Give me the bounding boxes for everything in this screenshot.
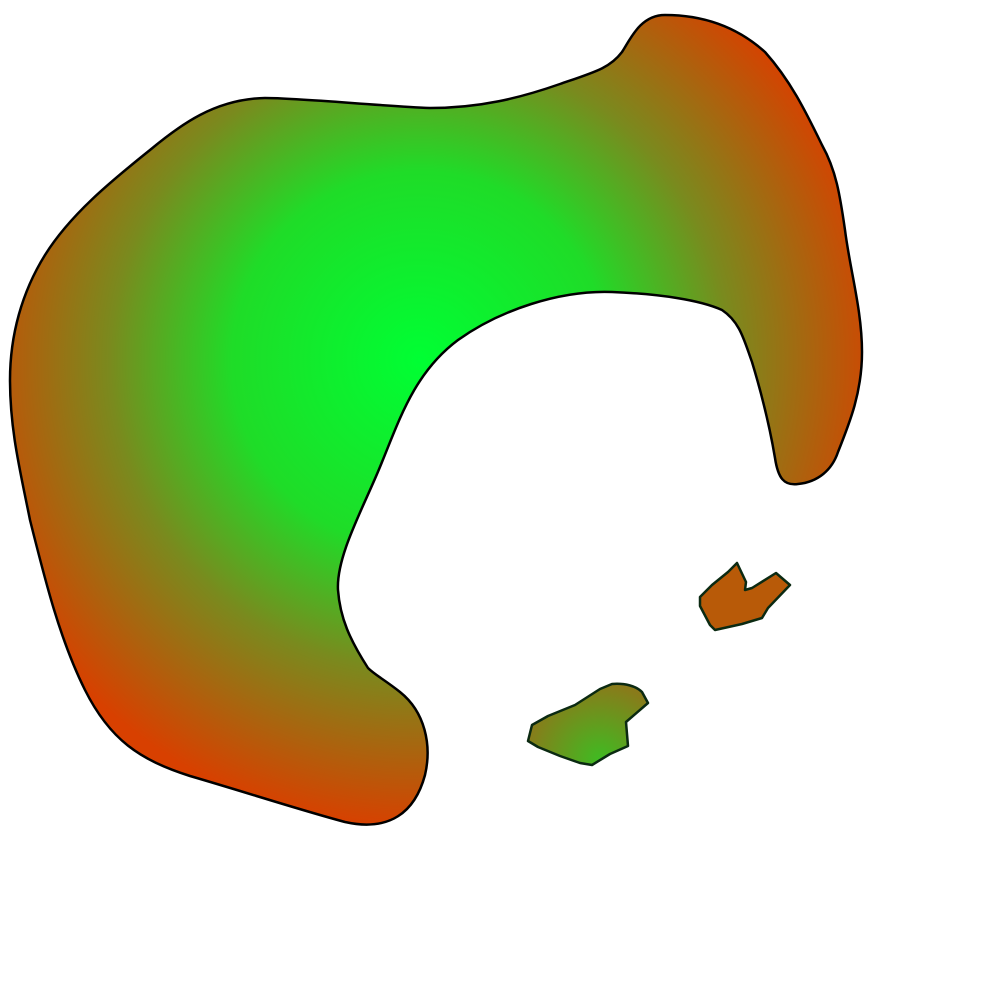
small-fragment-lower [526, 682, 650, 767]
small-fragment-upper [698, 561, 792, 632]
large-c-blob [8, 13, 864, 826]
